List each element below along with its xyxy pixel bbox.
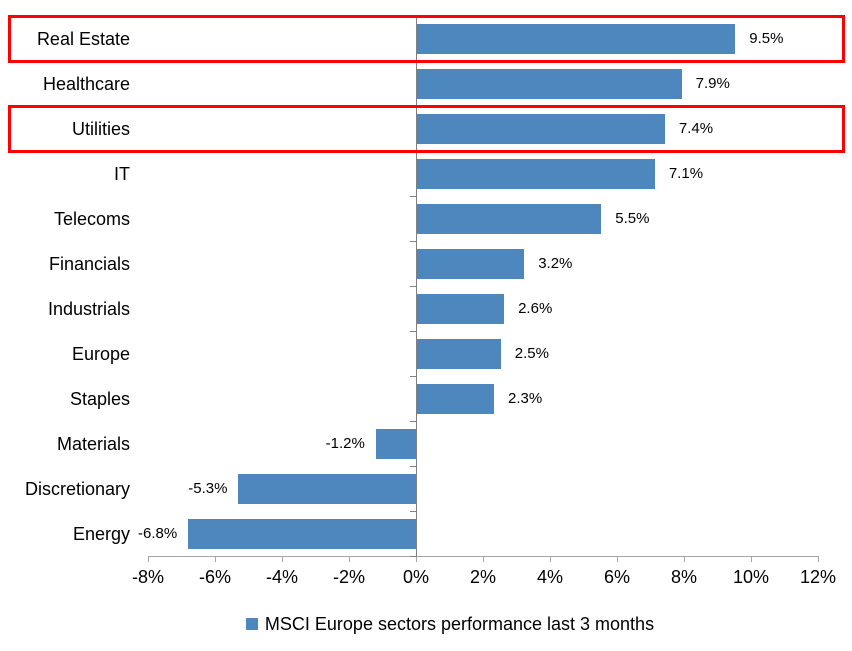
category-label: Utilities [71, 118, 130, 139]
category-label: Staples [69, 388, 130, 409]
value-label: 2.6% [518, 299, 553, 317]
y-axis-tick [410, 195, 417, 197]
bar [238, 473, 416, 504]
value-label: 2.5% [514, 344, 549, 362]
x-axis-tick [482, 556, 484, 562]
x-axis-tick [281, 556, 283, 562]
bar [417, 248, 525, 279]
x-tick-label: -8% [131, 567, 164, 587]
value-label: 9.5% [749, 29, 784, 47]
value-label: 3.2% [538, 254, 573, 272]
x-axis-tick [616, 556, 618, 562]
bar [375, 428, 416, 459]
bar [417, 158, 655, 189]
y-axis-tick [410, 555, 417, 557]
y-axis-tick [410, 15, 417, 17]
x-tick-label: 6% [603, 567, 630, 587]
x-tick-label: 8% [670, 567, 697, 587]
y-axis-tick [410, 510, 417, 512]
legend-label: MSCI Europe sectors performance last 3 m… [264, 613, 655, 634]
bar [417, 203, 602, 234]
x-tick-label: -2% [332, 567, 365, 587]
category-label: Energy [72, 523, 130, 544]
category-label: Real Estate [36, 28, 130, 49]
bar [417, 338, 501, 369]
legend-entry: MSCI Europe sectors performance last 3 m… [245, 613, 655, 635]
bar [417, 68, 682, 99]
bar [417, 293, 505, 324]
value-label: 7.1% [668, 164, 704, 182]
y-axis-tick [410, 330, 417, 332]
y-axis-tick [410, 375, 417, 377]
category-label: Financials [48, 253, 130, 274]
x-tick-label: -6% [198, 567, 231, 587]
category-label: Europe [71, 343, 130, 364]
category-label: Discretionary [24, 478, 130, 499]
category-label: Industrials [47, 298, 130, 319]
legend: MSCI Europe sectors performance last 3 m… [0, 611, 852, 637]
category-label: Telecoms [53, 208, 130, 229]
value-label: -1.2% [325, 434, 365, 452]
y-axis-tick [410, 465, 417, 467]
legend-color-swatch [245, 618, 258, 630]
x-tick-label: 4% [536, 567, 563, 587]
y-axis-tick [410, 150, 417, 152]
bar [417, 113, 665, 144]
bar [417, 383, 495, 414]
bar [417, 23, 736, 54]
value-label: -6.8% [138, 524, 178, 542]
y-axis-tick [410, 420, 417, 422]
x-axis-tick [683, 556, 685, 562]
x-axis-tick [817, 556, 819, 562]
value-label: 7.4% [678, 119, 714, 137]
value-label: 5.5% [615, 209, 650, 227]
category-label: Materials [56, 433, 130, 454]
y-axis-tick [410, 240, 417, 242]
x-axis-tick [415, 556, 417, 562]
value-label: 7.9% [695, 74, 730, 92]
x-axis-tick [147, 556, 149, 562]
x-tick-label: 0% [402, 567, 429, 587]
x-tick-label: 12% [799, 567, 837, 587]
y-axis-tick [410, 285, 417, 287]
category-label: IT [114, 163, 130, 184]
category-label: Healthcare [42, 73, 130, 94]
x-axis-tick [348, 556, 350, 562]
x-tick-label: -4% [265, 567, 298, 587]
value-label: 2.3% [508, 389, 543, 407]
bar [188, 518, 416, 549]
x-axis-tick [214, 556, 216, 562]
x-axis-tick [549, 556, 551, 562]
y-axis-tick [410, 60, 417, 62]
value-label: -5.3% [188, 479, 228, 497]
x-axis-tick [750, 556, 752, 562]
x-tick-label: 2% [469, 567, 496, 587]
x-tick-label: 10% [732, 567, 770, 587]
y-axis-tick [410, 105, 417, 107]
